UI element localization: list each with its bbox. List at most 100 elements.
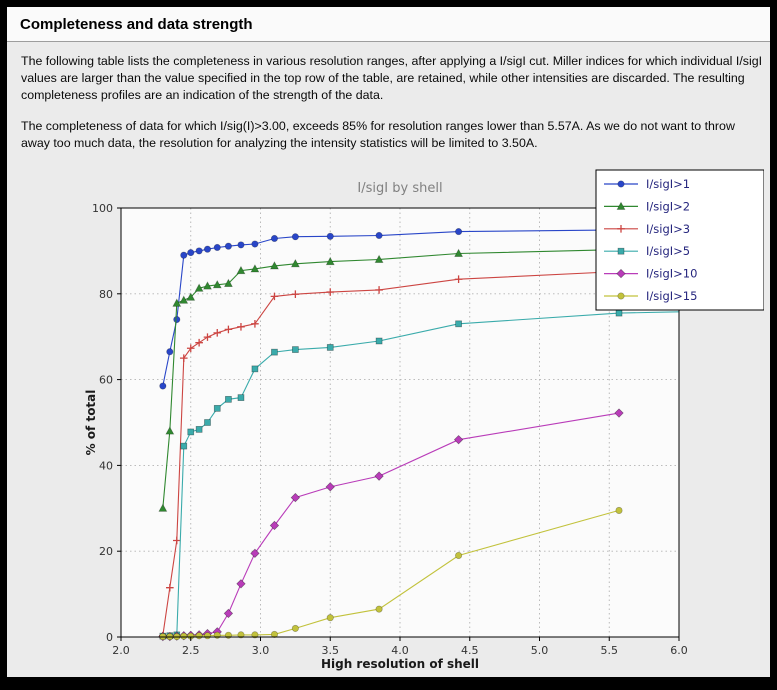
legend-box <box>595 169 765 311</box>
series-marker-diamond <box>374 471 384 481</box>
chart-svg: 2.0 2.5 3.0 3.5 4.0 4.5 5.0 5.5 6.0 0 20 40 60 80 100 I… <box>84 169 765 671</box>
series-marker-circle <box>455 551 463 560</box>
series-marker-square <box>251 365 259 373</box>
y-tick-label: 40 <box>99 459 113 472</box>
series-marker-square <box>455 320 462 328</box>
x-tick-label: 4.5 <box>461 644 479 657</box>
y-axis-label: % of total <box>84 390 98 456</box>
series-marker-plus <box>213 329 222 337</box>
series-marker-circle <box>270 630 279 638</box>
series-marker-plus <box>203 333 212 341</box>
series-marker-diamond <box>614 408 624 418</box>
series-marker-square <box>213 404 221 412</box>
legend-label: I/sigI>2 <box>646 199 690 213</box>
series-marker-square <box>187 428 195 436</box>
y-tick-label: 0 <box>106 631 113 644</box>
chart-title: I/sigI by shell <box>357 181 442 196</box>
series-marker-circle <box>326 232 334 240</box>
series-marker-square <box>615 309 623 317</box>
series-marker-square <box>180 442 188 450</box>
series-marker-circle <box>617 292 625 300</box>
series-marker-plus <box>291 290 300 299</box>
series-marker-circle <box>375 605 383 613</box>
series-marker-square <box>271 348 278 356</box>
header: Completeness and data strength <box>7 7 770 42</box>
series-marker-triangle <box>172 298 182 307</box>
series-marker-triangle <box>250 264 260 273</box>
series-marker-diamond <box>325 482 335 492</box>
series-marker-diamond <box>269 520 280 531</box>
series-marker-circle <box>237 631 245 639</box>
series-marker-circle <box>159 382 167 390</box>
series-marker-circle <box>187 249 195 257</box>
intro-paragraph: The following table lists the completene… <box>21 54 763 102</box>
series-marker-plus <box>326 288 335 296</box>
y-tick-label: 20 <box>99 545 113 558</box>
series-marker-circle <box>173 315 181 324</box>
series-marker-circle <box>270 234 279 243</box>
page-title: Completeness and data strength <box>20 16 253 33</box>
series-marker-plus <box>195 338 203 347</box>
series-marker-diamond <box>290 492 301 503</box>
series-marker-circle <box>237 241 245 249</box>
series-marker-circle <box>251 240 259 248</box>
x-tick-label: 3.5 <box>322 644 340 657</box>
series-marker-plus <box>270 292 279 301</box>
series-marker-circle <box>213 243 221 252</box>
series-marker-square <box>375 337 383 345</box>
series-marker-circle <box>375 231 383 240</box>
series-marker-circle <box>224 631 232 639</box>
series-marker-square <box>237 394 245 401</box>
content: The following table lists the completene… <box>7 42 770 677</box>
series-marker-triangle <box>290 258 300 268</box>
series-marker-square <box>225 395 232 403</box>
legend-label: I/sigI>1 <box>646 177 690 191</box>
series-marker-triangle <box>454 248 464 257</box>
x-tick-label: 2.0 <box>112 644 130 657</box>
series-marker-circle <box>615 506 623 514</box>
series-line-I/sigI>1 <box>162 228 680 387</box>
y-tick-label: 60 <box>99 374 113 387</box>
series-marker-circle <box>203 632 212 640</box>
report-panel: Completeness and data strength The follo… <box>7 7 770 677</box>
series-marker-circle <box>617 180 625 188</box>
series-marker-diamond <box>250 548 260 559</box>
series-marker-triangle <box>223 278 233 287</box>
series-marker-plus <box>375 286 383 294</box>
series-marker-triangle <box>269 261 279 270</box>
series-marker-square <box>326 344 334 351</box>
series-marker-circle <box>326 614 334 622</box>
series-marker-circle <box>455 228 463 236</box>
series-marker-square <box>195 426 203 433</box>
series-marker-triangle <box>203 281 212 290</box>
series-marker-triangle <box>179 295 189 304</box>
series-marker-triangle <box>186 292 196 301</box>
legend-label: I/sigI>3 <box>646 222 690 236</box>
series-marker-triangle <box>325 256 335 266</box>
series-marker-triangle <box>616 201 626 210</box>
series-marker-triangle <box>158 503 168 512</box>
series-marker-circle <box>195 632 203 640</box>
x-tick-label: 4.0 <box>391 644 409 657</box>
series-line-I/sigI>5 <box>162 311 680 637</box>
series-marker-circle <box>180 251 188 259</box>
series-marker-square <box>292 346 299 353</box>
x-tick-label: 2.5 <box>182 644 200 657</box>
x-tick-label: 3.0 <box>252 644 270 657</box>
y-tick-label: 80 <box>99 288 113 301</box>
x-tick-label: 6.0 <box>670 644 688 657</box>
series-marker-triangle <box>236 265 246 275</box>
series-marker-plus <box>237 323 245 331</box>
completeness-chart: 2.0 2.5 3.0 3.5 4.0 4.5 5.0 5.5 6.0 0 20 40 60 80 100 I… <box>21 166 765 677</box>
series-marker-diamond <box>223 608 234 619</box>
series-marker-circle <box>195 247 203 255</box>
series-marker-circle <box>291 624 299 632</box>
legend-label: I/sigI>15 <box>646 289 697 303</box>
series-marker-circle <box>203 245 212 253</box>
series-marker-plus <box>186 344 195 353</box>
series-marker-circle <box>166 348 174 356</box>
series-marker-triangle <box>212 279 222 289</box>
series-marker-circle <box>251 631 259 639</box>
series-marker-plus <box>617 225 625 233</box>
series-marker-diamond <box>236 579 246 589</box>
